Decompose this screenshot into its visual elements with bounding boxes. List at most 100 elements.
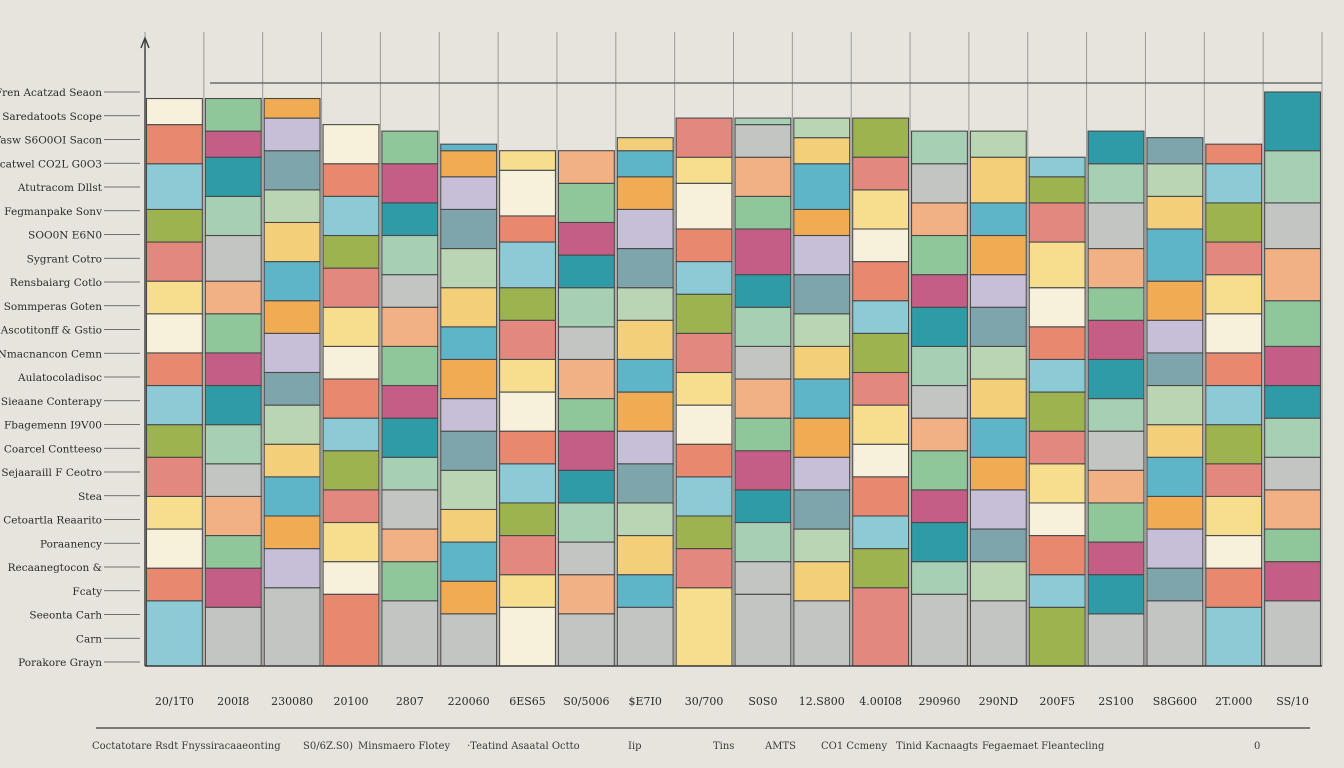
bar-segment: [1028, 430, 1086, 465]
bar-segment: [1146, 456, 1204, 497]
bar-segment: [852, 476, 910, 517]
y-axis-label: Nmacnancon Cemn: [0, 348, 102, 360]
legend-entry: ·Teatind Asaatal Octto: [467, 741, 580, 752]
bar-segment: [616, 319, 674, 360]
bar-segment: [793, 417, 851, 458]
bar-segment: [675, 476, 733, 517]
bar-segment: [557, 287, 615, 328]
bar-segment: [969, 489, 1027, 530]
y-axis-label: Sygrant Cotro: [27, 253, 102, 265]
bar-segment: [852, 443, 910, 478]
bar-segment: [1028, 287, 1086, 328]
bar-segment: [1205, 534, 1263, 569]
bar-segment: [322, 521, 380, 563]
bar-segment: [381, 384, 439, 419]
bar-segment: [1264, 417, 1322, 458]
bar-segment: [910, 306, 968, 347]
bar-segment: [734, 306, 792, 347]
bar-segment: [969, 274, 1027, 308]
y-axis-label: Sommperas Goten: [4, 301, 103, 313]
bar-segment: [616, 176, 674, 210]
bar-segment: [322, 124, 380, 165]
bar-segment: [1087, 247, 1145, 289]
bar-segment: [381, 130, 439, 165]
bar-segment: [263, 150, 321, 191]
bar-segment: [1146, 424, 1204, 458]
bar-segment: [1087, 319, 1145, 360]
bar-segment: [322, 345, 380, 380]
bar-segment: [852, 300, 910, 334]
bar-segment: [675, 293, 733, 334]
bar-segment: [204, 130, 262, 158]
bar-segment: [910, 417, 968, 452]
bar-segment: [616, 150, 674, 178]
y-axis-arrow: [140, 36, 150, 49]
bar-segment: [1028, 574, 1086, 608]
bar-segment: [1205, 313, 1263, 354]
bar-segment: [734, 274, 792, 308]
bar-segment: [1205, 202, 1263, 243]
bar-segment: [675, 261, 733, 295]
bar-segment: [1205, 495, 1263, 537]
bar-segment: [1146, 137, 1204, 165]
bar-segment: [322, 417, 380, 452]
bar-segment: [263, 587, 321, 667]
bar-segment: [1264, 528, 1322, 563]
bar-segment: [440, 541, 498, 582]
bar-segment: [1028, 606, 1086, 667]
bar-segment: [1264, 202, 1322, 250]
bar-segment: [675, 404, 733, 445]
bar-segment: [969, 130, 1027, 158]
bar-segment: [675, 117, 733, 158]
bar-segment: [263, 300, 321, 334]
x-axis-label: S8G600: [1153, 695, 1197, 708]
bar-segment: [1028, 326, 1086, 360]
bar-segment: [1146, 319, 1204, 354]
bar-segment: [734, 417, 792, 452]
bar-segment: [852, 587, 910, 667]
bar-segment: [1264, 384, 1322, 419]
bar-segment: [616, 287, 674, 321]
bar-segment: [145, 163, 203, 210]
bar-segment: [852, 404, 910, 445]
bar-segment: [1028, 534, 1086, 576]
y-axis-label: Porakore Grayn: [18, 657, 102, 669]
y-axis-label: Fcaty: [72, 586, 102, 598]
bar-segment: [263, 515, 321, 550]
bar-segment: [322, 450, 380, 491]
y-axis-label: Ascotitonff & Gstio: [0, 325, 102, 337]
bar-segment: [734, 489, 792, 524]
bar-segment: [1087, 358, 1145, 400]
bar-segment: [1264, 247, 1322, 302]
bar-segment: [793, 456, 851, 491]
bar-segment: [1146, 528, 1204, 569]
y-axis-label: Saredatoots Scope: [2, 111, 102, 123]
bar-segment: [145, 280, 203, 315]
bar-segment: [616, 358, 674, 393]
bar-segment: [1146, 280, 1204, 321]
y-axis-label: Carn: [76, 633, 102, 645]
bar-segment: [852, 515, 910, 550]
bar-segment: [734, 117, 792, 126]
bar-segment: [204, 463, 262, 497]
bar-segment: [381, 600, 439, 667]
bar-segment: [1146, 600, 1204, 667]
bar-segment: [1264, 600, 1322, 667]
bar-segment: [499, 534, 557, 576]
bar-segment: [1264, 489, 1322, 530]
x-axis-label: 2807: [396, 695, 424, 708]
bar-segment: [616, 430, 674, 465]
bar-segment: [616, 534, 674, 576]
bar-segment: [557, 574, 615, 615]
bar-segment: [557, 613, 615, 667]
bar-segment: [204, 97, 262, 132]
bar-segment: [1087, 574, 1145, 615]
y-axis-label: Aulatocoladisoc: [17, 372, 102, 384]
bar-segment: [852, 156, 910, 191]
x-axis-label: 4.00I08: [859, 695, 902, 708]
x-axis-label: $E7I0: [629, 695, 662, 708]
bar-segment: [734, 156, 792, 197]
bar-segment: [145, 424, 203, 458]
legend-entry: Coctatotare Rsdt Fnyssiracaaeonting: [92, 741, 281, 752]
